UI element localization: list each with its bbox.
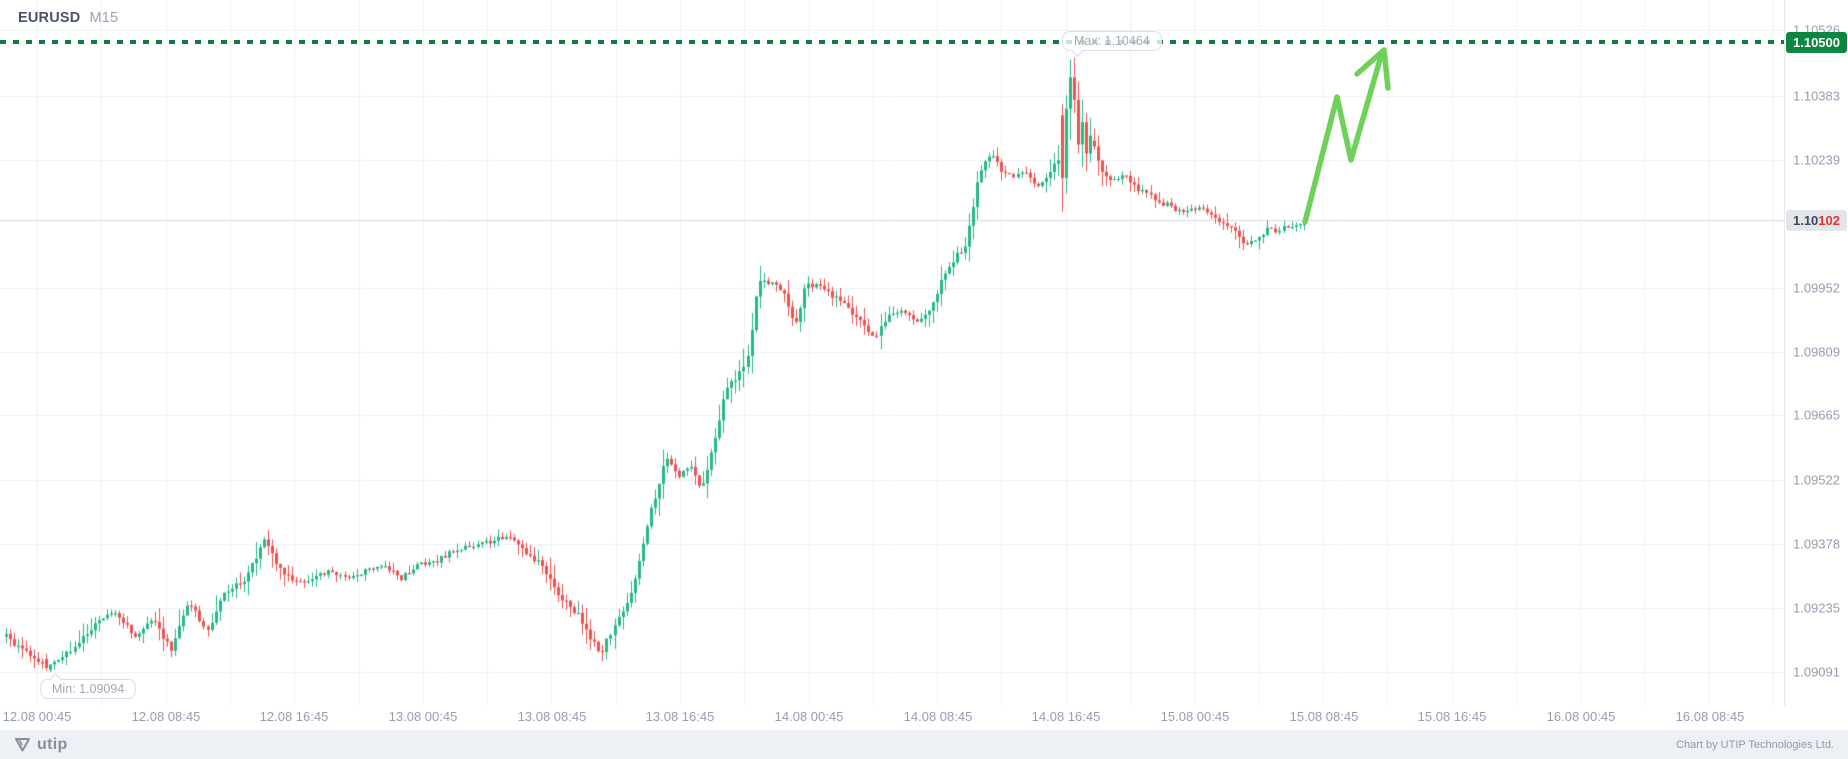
candlestick-chart-canvas[interactable] <box>0 0 1785 706</box>
current-price-frac: 102 <box>1818 213 1840 228</box>
target-price-dotted-line <box>0 40 1785 44</box>
time-axis-label: 13.08 08:45 <box>517 709 587 724</box>
time-axis-label: 13.08 16:45 <box>645 709 715 724</box>
utip-brand: utip <box>14 736 68 754</box>
price-axis-label: 1.09378 <box>1793 536 1840 552</box>
price-axis-label: 1.09522 <box>1793 472 1840 488</box>
time-axis-label: 12.08 08:45 <box>131 709 201 724</box>
price-axis[interactable]: 1.10500 1.10 102 1.10526 1.10383 1.10239 1.0… <box>1784 0 1848 706</box>
price-axis-label: 1.09665 <box>1793 407 1840 423</box>
price-axis-label: 1.09952 <box>1793 280 1840 296</box>
time-axis-label: 16.08 00:45 <box>1546 709 1616 724</box>
chart-attribution: Chart by UTIP Technologies Ltd. <box>1676 738 1834 751</box>
time-axis-label: 12.08 16:45 <box>259 709 329 724</box>
time-axis-label: 15.08 16:45 <box>1417 709 1487 724</box>
time-axis-label: 14.08 08:45 <box>903 709 973 724</box>
target-price-value: 1.10500 <box>1793 35 1840 50</box>
time-axis-label: 14.08 16:45 <box>1031 709 1101 724</box>
price-axis-label: 1.10239 <box>1793 152 1840 168</box>
time-axis-label: 14.08 00:45 <box>774 709 844 724</box>
max-price-tooltip: Max: 1.10464 <box>1062 31 1162 57</box>
symbol-label: EURUSD <box>18 10 81 26</box>
min-price-tooltip-text: Min: 1.09094 <box>52 682 125 696</box>
time-axis-label: 12.08 00:45 <box>2 709 72 724</box>
time-axis[interactable]: 12.08 00:45 12.08 08:45 12.08 16:45 13.08 0… <box>0 706 1785 730</box>
chart-title: EURUSD M15 <box>18 10 118 26</box>
current-price-badge: 1.10 102 <box>1786 210 1847 231</box>
time-axis-label: 13.08 00:45 <box>388 709 458 724</box>
utip-logo-icon <box>15 737 30 751</box>
price-axis-label: 1.10383 <box>1793 88 1840 104</box>
chart-plot-area[interactable]: EURUSD M15 Max: 1.10464 Min: 1.09094 <box>0 0 1785 706</box>
current-price-int: 1.10 <box>1792 213 1819 228</box>
footer-bar: utip Chart by UTIP Technologies Ltd. <box>0 730 1848 759</box>
time-axis-label: 15.08 00:45 <box>1160 709 1230 724</box>
timeframe-label: M15 <box>89 10 119 26</box>
price-axis-label: 1.09091 <box>1793 664 1840 680</box>
min-price-tooltip: Min: 1.09094 <box>40 673 137 699</box>
time-axis-label: 16.08 08:45 <box>1675 709 1745 724</box>
target-price-badge: 1.10500 <box>1786 32 1847 53</box>
price-axis-label: 1.09235 <box>1793 600 1840 616</box>
max-price-tooltip-text: Max: 1.10464 <box>1074 34 1150 48</box>
time-axis-label: 15.08 08:45 <box>1289 709 1359 724</box>
price-axis-label: 1.09809 <box>1793 344 1840 360</box>
utip-logo-text: utip <box>37 735 68 753</box>
